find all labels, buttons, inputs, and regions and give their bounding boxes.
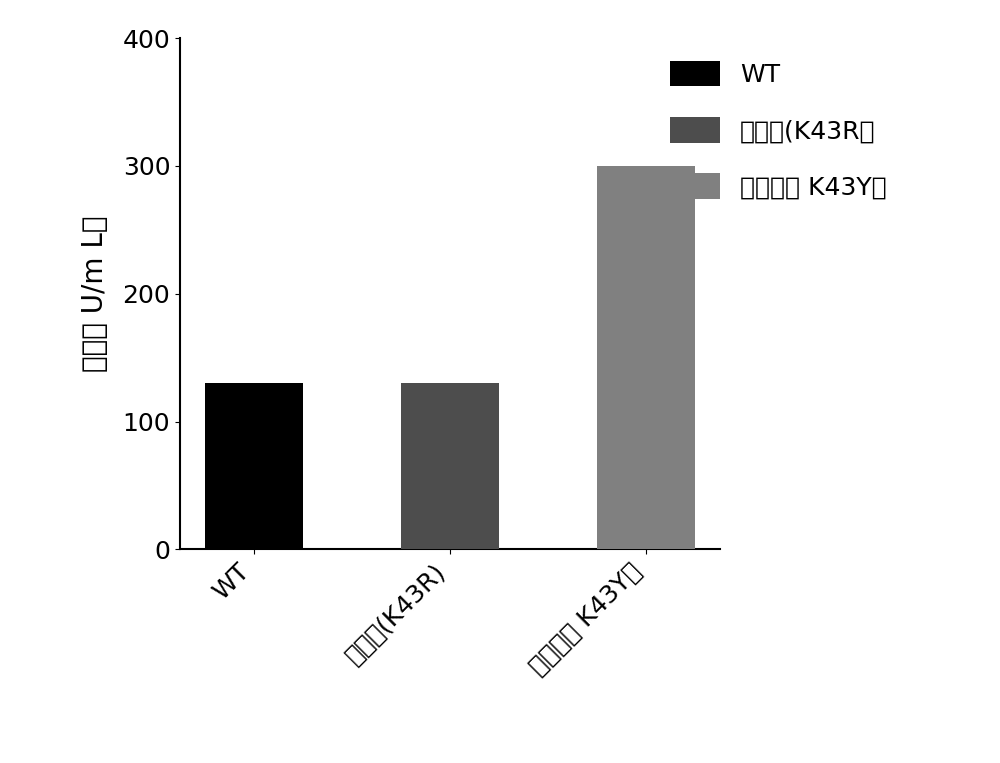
Y-axis label: 酶活（ U/m L）: 酶活（ U/m L）	[81, 215, 109, 372]
Bar	[597, 166, 695, 549]
Bar	[401, 383, 499, 549]
Bar	[205, 383, 303, 549]
Legend: WT, 亲本株(K43R）, 突变株（ K43Y）: WT, 亲本株(K43R）, 突变株（ K43Y）	[660, 50, 896, 209]
